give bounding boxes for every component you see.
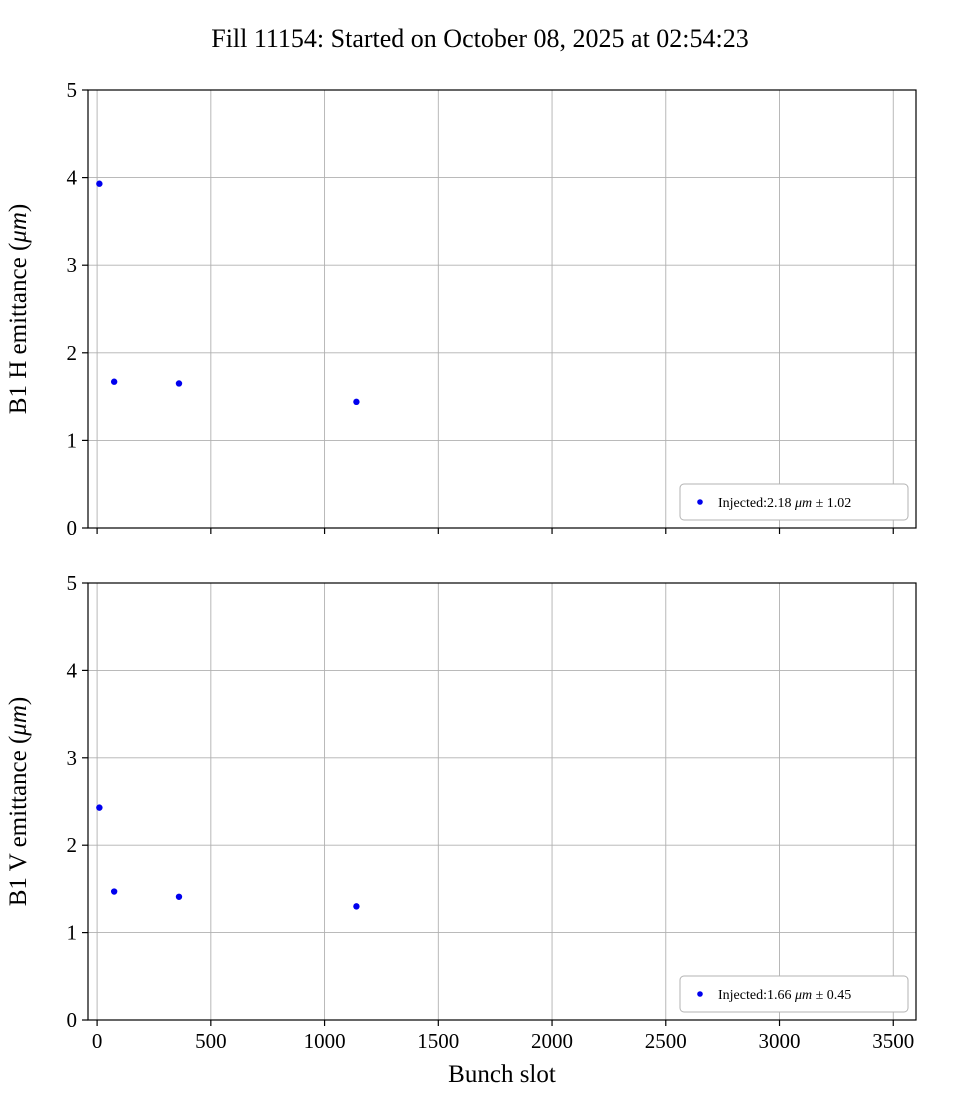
svg-text:Bunch slot: Bunch slot xyxy=(448,1061,556,1088)
svg-text:Injected:2.18 μm ± 1.02: Injected:2.18 μm ± 1.02 xyxy=(718,496,851,511)
svg-text:0: 0 xyxy=(67,1008,78,1032)
svg-text:3000: 3000 xyxy=(759,1029,801,1053)
svg-text:B1 H emittance (μm): B1 H emittance (μm) xyxy=(5,204,32,414)
svg-text:4: 4 xyxy=(67,166,78,190)
svg-text:2: 2 xyxy=(67,833,78,857)
svg-text:1: 1 xyxy=(67,921,78,945)
svg-text:2000: 2000 xyxy=(531,1029,573,1053)
svg-text:5: 5 xyxy=(67,571,78,595)
svg-text:3: 3 xyxy=(67,253,78,277)
svg-text:Injected:1.66 μm ± 0.45: Injected:1.66 μm ± 0.45 xyxy=(718,988,851,1003)
svg-text:1500: 1500 xyxy=(417,1029,459,1053)
svg-text:1000: 1000 xyxy=(304,1029,346,1053)
svg-text:4: 4 xyxy=(67,658,78,682)
svg-text:B1 V emittance (μm): B1 V emittance (μm) xyxy=(5,697,32,907)
figure-title: Fill 11154: Started on October 08, 2025 … xyxy=(211,24,749,53)
svg-text:2: 2 xyxy=(67,341,78,365)
svg-text:3: 3 xyxy=(67,746,78,770)
svg-text:3500: 3500 xyxy=(872,1029,914,1053)
svg-text:1: 1 xyxy=(67,428,78,452)
svg-text:2500: 2500 xyxy=(645,1029,687,1053)
svg-text:500: 500 xyxy=(195,1029,227,1053)
svg-text:0: 0 xyxy=(92,1029,103,1053)
svg-text:0: 0 xyxy=(67,516,78,540)
subplot-b1v-emittance: 0 500 1000 1500 2000 2500 3000 3500 0 1 2 3 4 5 B1 V e… xyxy=(5,571,917,1088)
subplot-b1h-emittance: 0 1 2 3 4 5 B1 H emittance (μm) Injected:2.18 μ… xyxy=(5,78,917,540)
svg-text:5: 5 xyxy=(67,78,78,102)
